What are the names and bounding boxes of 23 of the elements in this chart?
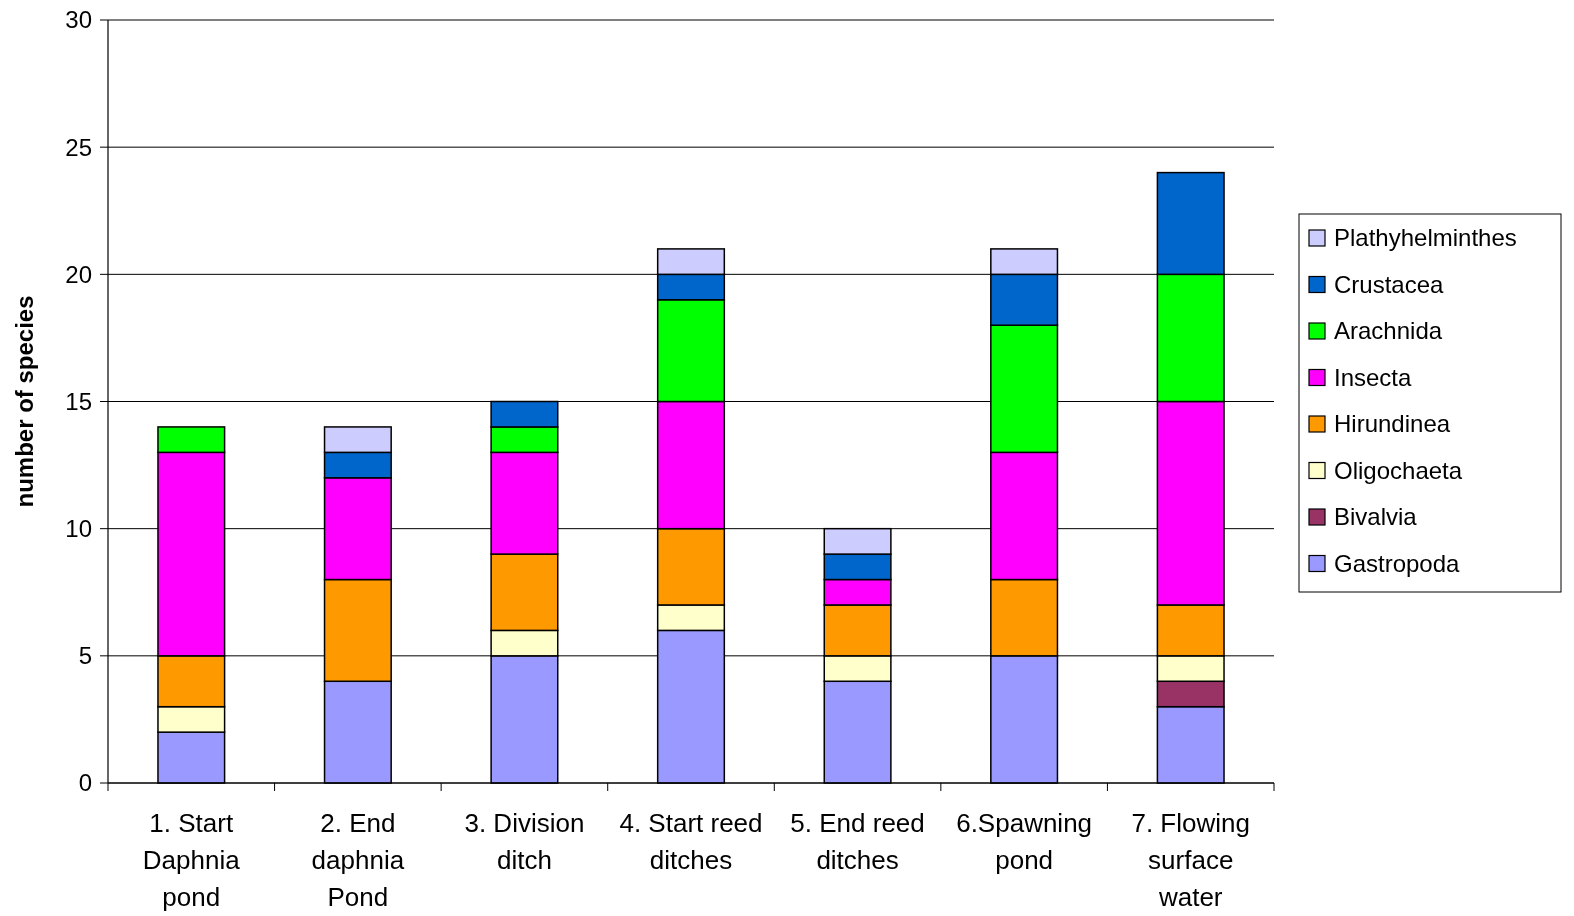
y-tick-label: 20 — [65, 260, 92, 288]
legend-label: Oligochaeta — [1334, 456, 1463, 484]
legend-label: Crustacea — [1334, 270, 1445, 298]
x-tick-label: 5. End reed ditches — [790, 808, 925, 875]
y-tick-label: 10 — [65, 515, 92, 543]
x-tick-label: 1. Start Daphnia pond — [142, 808, 241, 912]
x-tick-label: 6.Spawning pond — [956, 808, 1093, 875]
legend-label: Arachnida — [1334, 317, 1443, 345]
legend-label: Gastropoda — [1334, 549, 1461, 577]
y-tick-label: 30 — [65, 6, 92, 34]
y-axis-title: number of species — [11, 295, 38, 508]
y-tick-label: 0 — [78, 769, 92, 797]
y-tick-label: 15 — [65, 387, 92, 415]
legend-label: Bivalvia — [1334, 503, 1418, 531]
x-tick-label: 3. Division ditch — [464, 808, 585, 875]
y-tick-label: 5 — [78, 642, 92, 670]
x-tick-label: 7. Flowing surface water — [1131, 808, 1250, 912]
x-tick-label: 4. Start reed ditches — [619, 808, 763, 875]
legend-label: Hirundinea — [1334, 410, 1451, 438]
legend-label: Plathyhelminthes — [1334, 224, 1517, 252]
legend-label: Insecta — [1334, 363, 1413, 391]
x-tick-label: 2. End daphnia Pond — [311, 808, 405, 912]
y-tick-label: 25 — [65, 133, 92, 161]
